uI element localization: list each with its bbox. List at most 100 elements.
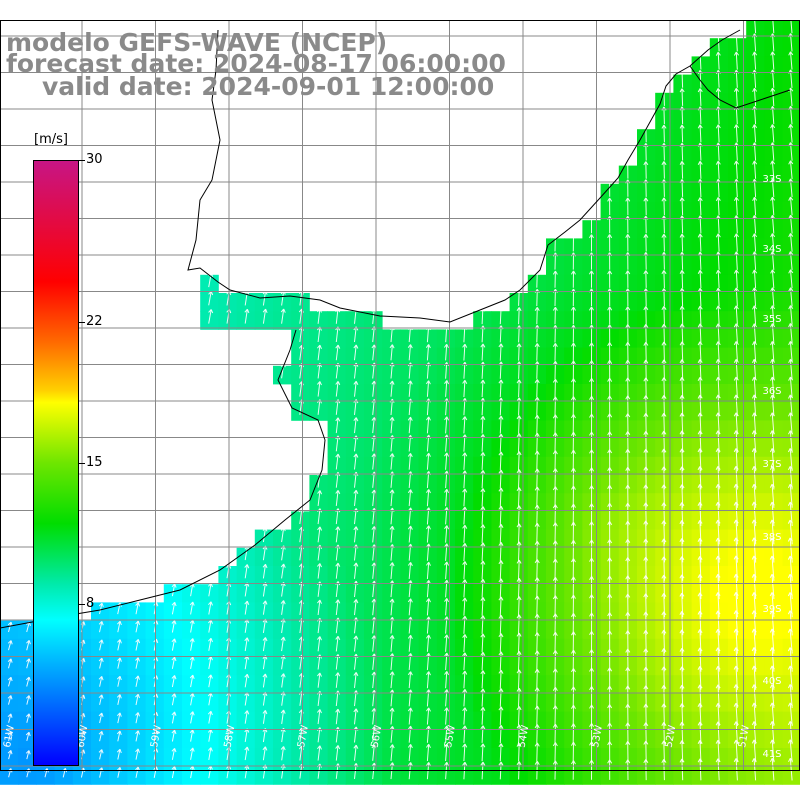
- wind-arrow: [335, 672, 341, 688]
- wind-arrow: [425, 416, 431, 434]
- wind-arrow: [589, 378, 595, 398]
- wind-arrow: [715, 233, 721, 252]
- wind-arrow: [534, 577, 540, 599]
- wind-arrow: [317, 599, 322, 616]
- wind-arrow: [552, 613, 558, 635]
- wind-arrow: [552, 742, 558, 762]
- wind-arrow: [208, 637, 213, 651]
- wind-arrow: [770, 233, 776, 252]
- wind-arrow: [498, 505, 504, 525]
- wind-arrow: [280, 673, 286, 688]
- wind-arrow: [462, 689, 468, 707]
- wind-arrow: [589, 686, 595, 708]
- lat-lon-grid: [0, 20, 800, 771]
- wind-arrow: [715, 124, 721, 143]
- wind-arrow: [552, 650, 558, 671]
- colorbar: [33, 160, 79, 766]
- wind-arrow: [589, 723, 595, 744]
- wind-arrow: [570, 503, 576, 526]
- colorbar-tick-label: 8: [86, 596, 95, 612]
- wind-arrow: [280, 709, 286, 724]
- wind-arrow: [516, 505, 522, 526]
- wind-arrow: [389, 707, 395, 725]
- wind-arrow: [788, 305, 794, 325]
- wind-arrow: [607, 759, 613, 780]
- wind-arrow: [262, 673, 268, 688]
- wind-arrow: [733, 739, 739, 763]
- wind-arrow: [588, 306, 594, 325]
- wind-arrow: [570, 360, 576, 380]
- wind-arrow: [679, 233, 685, 252]
- wind-arrow: [317, 381, 322, 397]
- wind-arrow: [171, 638, 177, 651]
- wind-arrow: [207, 710, 213, 724]
- wind-arrow: [98, 657, 104, 669]
- wind-arrow: [280, 527, 286, 543]
- wind-arrow: [625, 342, 631, 362]
- wind-arrow: [480, 597, 486, 616]
- wind-arrow: [607, 197, 613, 216]
- wind-arrow: [425, 489, 431, 507]
- wind-arrow: [697, 394, 703, 417]
- wind-arrow: [244, 710, 250, 724]
- wind-arrow: [733, 358, 739, 380]
- valid-date: valid date: 2024-09-01 12:00:00: [42, 72, 495, 101]
- wind-arrow: [570, 540, 576, 562]
- wind-arrow: [317, 745, 322, 761]
- coastline-north: [187, 29, 741, 323]
- wind-arrow: [516, 577, 522, 598]
- wind-arrow: [317, 490, 323, 506]
- coastline-west: [0, 329, 326, 629]
- wind-arrow: [552, 522, 558, 544]
- wind-arrow: [679, 305, 685, 325]
- wind-arrow: [570, 686, 576, 708]
- wind-arrow: [335, 381, 341, 397]
- wind-arrow: [570, 485, 576, 508]
- wind-arrow: [589, 413, 595, 435]
- wind-arrow: [751, 758, 757, 781]
- wind-arrow: [679, 740, 685, 763]
- wind-arrow: [462, 452, 468, 470]
- wind-arrow: [570, 723, 576, 744]
- forecast-date: forecast date: 2024-08-17 06:00:00: [6, 49, 506, 78]
- wind-arrow: [25, 695, 31, 705]
- wind-arrow: [661, 306, 667, 325]
- wind-arrow: [752, 87, 758, 107]
- wind-arrow: [516, 523, 522, 544]
- wind-arrow: [534, 504, 540, 526]
- wind-arrow: [679, 88, 685, 106]
- wind-arrow: [625, 359, 631, 380]
- wind-arrow: [715, 359, 721, 380]
- wind-arrow: [135, 638, 141, 651]
- wind-arrow: [335, 417, 341, 434]
- wind-arrow: [589, 342, 595, 361]
- wind-arrow: [570, 668, 576, 690]
- wind-arrow: [335, 635, 341, 652]
- longitude-label: 54W: [517, 724, 532, 748]
- wind-arrow: [643, 306, 649, 325]
- wind-arrow: [570, 594, 576, 617]
- wind-arrow: [788, 124, 794, 143]
- wind-arrow: [770, 87, 776, 107]
- wind-arrow: [425, 380, 431, 397]
- wind-arrow: [661, 740, 667, 763]
- wind-arrow: [262, 746, 268, 761]
- wind-arrow: [516, 596, 522, 617]
- wind-arrow: [733, 160, 740, 179]
- wind-arrow: [715, 412, 721, 435]
- wind-arrow: [589, 431, 595, 453]
- wind-arrow: [733, 287, 740, 307]
- wind-arrow: [26, 640, 31, 651]
- wind-arrow: [353, 562, 359, 579]
- wind-arrow: [787, 448, 793, 472]
- wind-arrow: [189, 674, 195, 688]
- wind-arrow: [788, 358, 794, 380]
- wind-arrow: [625, 413, 631, 435]
- wind-arrow: [498, 706, 504, 725]
- wind-arrow: [425, 525, 431, 543]
- wind-arrow: [498, 651, 504, 671]
- wind-arrow: [171, 656, 177, 669]
- wind-arrow: [552, 432, 558, 453]
- wind-arrow: [552, 668, 558, 689]
- wind-arrow: [607, 395, 613, 416]
